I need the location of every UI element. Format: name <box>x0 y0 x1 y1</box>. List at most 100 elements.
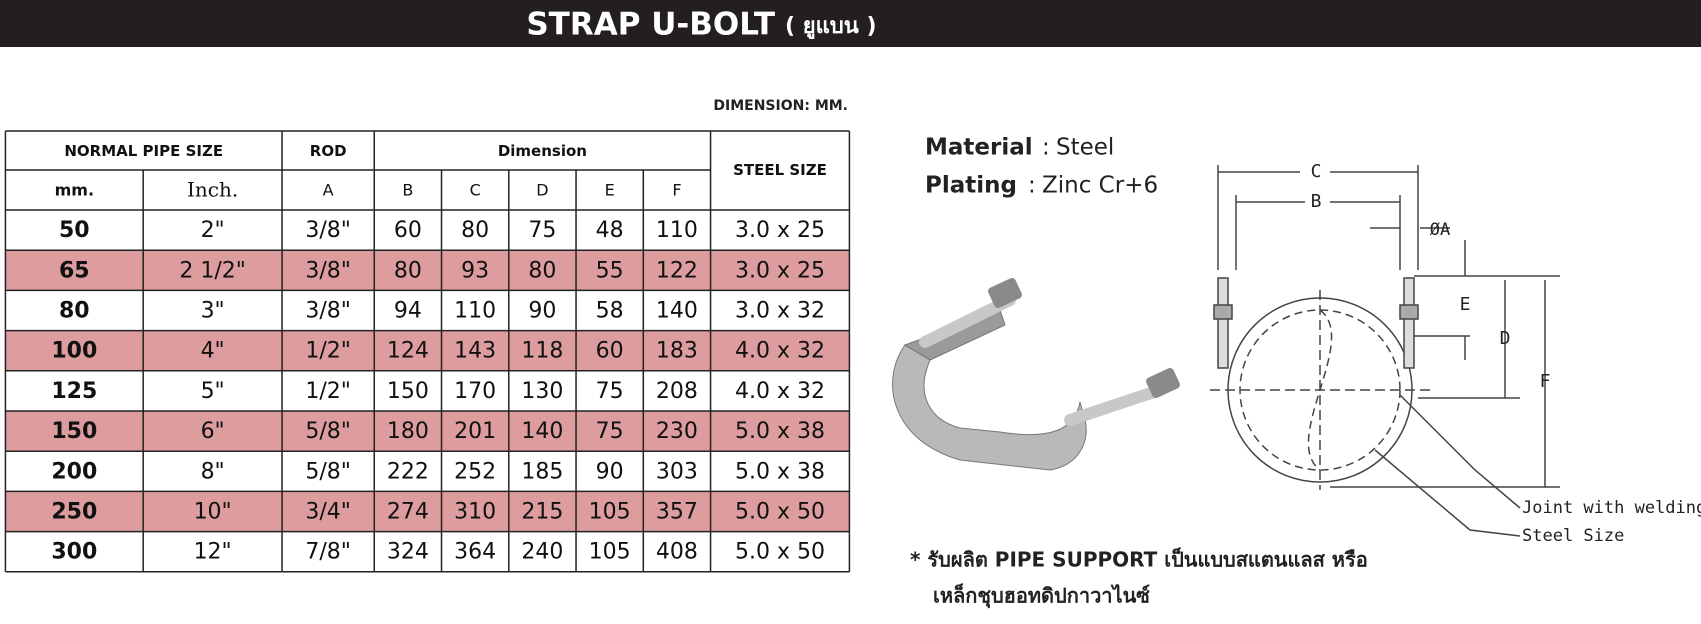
cell: 3.0 x 32 <box>735 299 825 324</box>
dimension-label: ØA <box>1430 220 1450 240</box>
cell: 2 1/2" <box>179 258 246 283</box>
cell: 183 <box>656 339 698 364</box>
cell: 1/2" <box>305 339 351 364</box>
group-header: NORMAL PIPE SIZE <box>64 142 223 160</box>
subtitle: ( ยูแบน ) <box>785 14 877 40</box>
cell: 5" <box>201 379 225 404</box>
unit-note: DIMENSION: MM. <box>713 98 848 114</box>
note-line: เหล็กชุบฮอทดิปกาวาไนซ์ <box>933 583 1150 609</box>
sub-header: E <box>605 181 615 200</box>
cell: 5.0 x 38 <box>735 459 825 484</box>
cell: 303 <box>656 459 698 484</box>
group-header: ROD <box>310 142 347 160</box>
cell: 1/2" <box>305 379 351 404</box>
cell: 130 <box>521 379 563 404</box>
product-image <box>892 278 1180 471</box>
note-line: * รับผลิต PIPE SUPPORT เป็นแบบสแตนแลส หร… <box>910 547 1368 572</box>
cell: 5/8" <box>305 459 351 484</box>
sub-header: D <box>536 181 548 200</box>
spec-separator: : <box>1028 173 1036 199</box>
spec-value: Zinc Cr+6 <box>1042 173 1158 199</box>
dimension-label: D <box>1500 328 1511 349</box>
cell: 110 <box>454 299 496 324</box>
cell: 3/4" <box>305 500 351 525</box>
cell: 94 <box>394 299 422 324</box>
cell: 60 <box>596 339 624 364</box>
row-highlight <box>5 491 850 532</box>
drawing <box>1210 165 1560 537</box>
sub-header: C <box>470 181 481 200</box>
dimension-label: F <box>1540 371 1551 392</box>
row-highlight <box>5 411 850 452</box>
spec-separator: : <box>1042 135 1050 161</box>
dimension-label: C <box>1311 161 1322 182</box>
dimension-label: Steel Size <box>1522 526 1624 546</box>
cell: 105 <box>589 500 631 525</box>
specs: Material : Steel Plating : Zinc Cr+6 <box>925 135 1158 199</box>
cell: 75 <box>528 218 556 243</box>
cell: 208 <box>656 379 698 404</box>
cell: 90 <box>528 299 556 324</box>
cell: 150 <box>387 379 429 404</box>
cell: 5.0 x 50 <box>735 500 825 525</box>
cell: 364 <box>454 540 496 565</box>
cell: 324 <box>387 540 429 565</box>
cell: 93 <box>461 258 489 283</box>
cell: 3/8" <box>305 299 351 324</box>
cell: 50 <box>59 218 90 243</box>
cell: 250 <box>51 500 97 525</box>
cell: 300 <box>51 540 97 565</box>
cell: 274 <box>387 500 429 525</box>
dimension-label: Joint with welding <box>1522 498 1701 518</box>
cell: 55 <box>596 258 624 283</box>
cell: 75 <box>596 379 624 404</box>
spec-label: Material <box>925 135 1033 161</box>
cell: 3/8" <box>305 258 351 283</box>
cell: 5.0 x 50 <box>735 540 825 565</box>
cell: 4.0 x 32 <box>735 339 825 364</box>
row-highlight <box>5 250 850 291</box>
cell: 100 <box>51 339 97 364</box>
cell: 3.0 x 25 <box>735 218 825 243</box>
sub-header: Inch. <box>187 178 238 202</box>
sub-header: A <box>323 181 334 200</box>
group-header: Dimension <box>498 142 587 160</box>
cell: 10" <box>194 500 232 525</box>
spec-value: Steel <box>1056 135 1114 161</box>
cell: 8" <box>201 459 225 484</box>
cell: 118 <box>521 339 563 364</box>
cell: 4.0 x 32 <box>735 379 825 404</box>
cell: 60 <box>394 218 422 243</box>
row-highlight <box>5 330 850 371</box>
cell: 110 <box>656 218 698 243</box>
cell: 230 <box>656 419 698 444</box>
cell: 3.0 x 25 <box>735 258 825 283</box>
cell: 408 <box>656 540 698 565</box>
dimension-label: E <box>1460 294 1471 315</box>
title: STRAP U-BOLT <box>526 7 775 43</box>
table: 50 2" 3/8" 60 80 75 48 110 3.0 x 25 65 2 1/2" 3/8" 8… <box>4 130 851 573</box>
cell: 4" <box>201 339 225 364</box>
cell: 310 <box>454 500 496 525</box>
cell: 357 <box>656 500 698 525</box>
cell: 65 <box>59 258 90 283</box>
sub-header: B <box>402 181 413 200</box>
sub-header: F <box>672 181 681 200</box>
cell: 122 <box>656 258 698 283</box>
cell: 201 <box>454 419 496 444</box>
diagram-labels: CB ØA E D F Joint with welding Steel Size <box>1311 161 1701 546</box>
cell: 58 <box>596 299 624 324</box>
cell: 124 <box>387 339 429 364</box>
cell: 140 <box>521 419 563 444</box>
cell: 222 <box>387 459 429 484</box>
cell: 252 <box>454 459 496 484</box>
cell: 2" <box>201 218 225 243</box>
cell: 215 <box>521 500 563 525</box>
sub-header: mm. <box>55 181 94 200</box>
cell: 240 <box>521 540 563 565</box>
cell: 90 <box>596 459 624 484</box>
cell: 5.0 x 38 <box>735 419 825 444</box>
cell: 75 <box>596 419 624 444</box>
cell: 80 <box>394 258 422 283</box>
